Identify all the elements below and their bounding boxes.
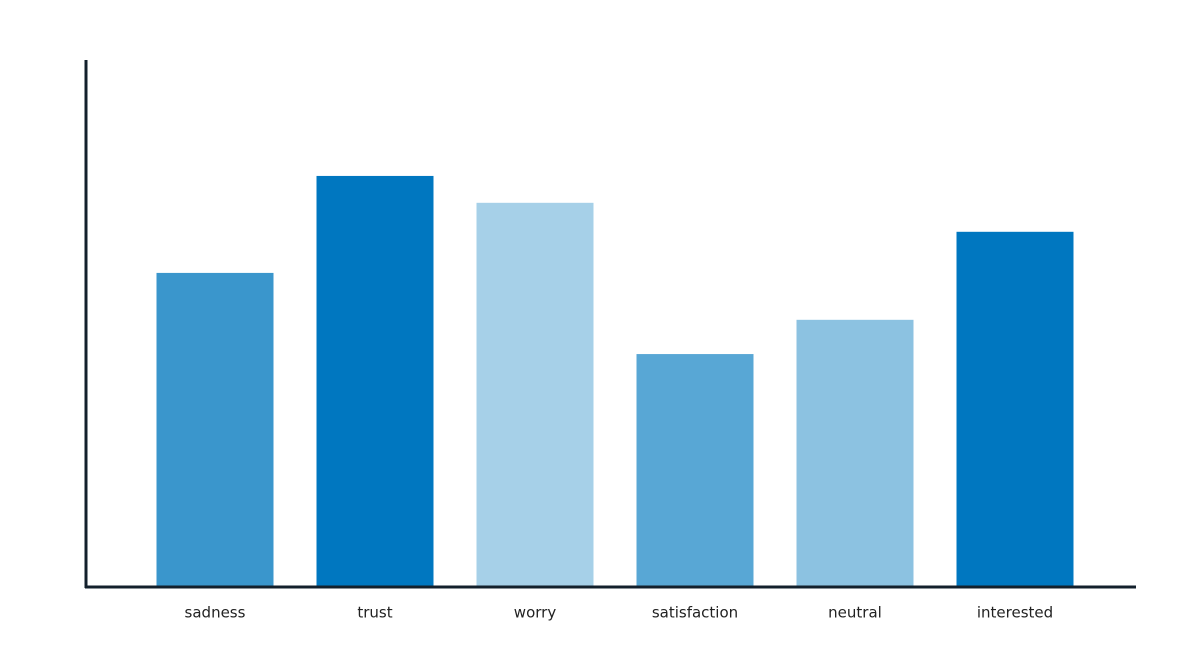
x-tick-label: trust: [357, 604, 392, 622]
x-tick-label: sadness: [185, 604, 246, 622]
x-tick-label: neutral: [828, 604, 882, 622]
bar: [956, 231, 1074, 587]
bar: [316, 175, 434, 587]
bars: [156, 175, 1074, 587]
x-tick-label: interested: [977, 604, 1053, 622]
bar: [156, 272, 274, 587]
x-tick-label: satisfaction: [652, 604, 738, 622]
bar: [636, 354, 754, 587]
bar: [796, 319, 914, 587]
bar: [476, 202, 594, 587]
x-tick-label: worry: [514, 604, 557, 622]
